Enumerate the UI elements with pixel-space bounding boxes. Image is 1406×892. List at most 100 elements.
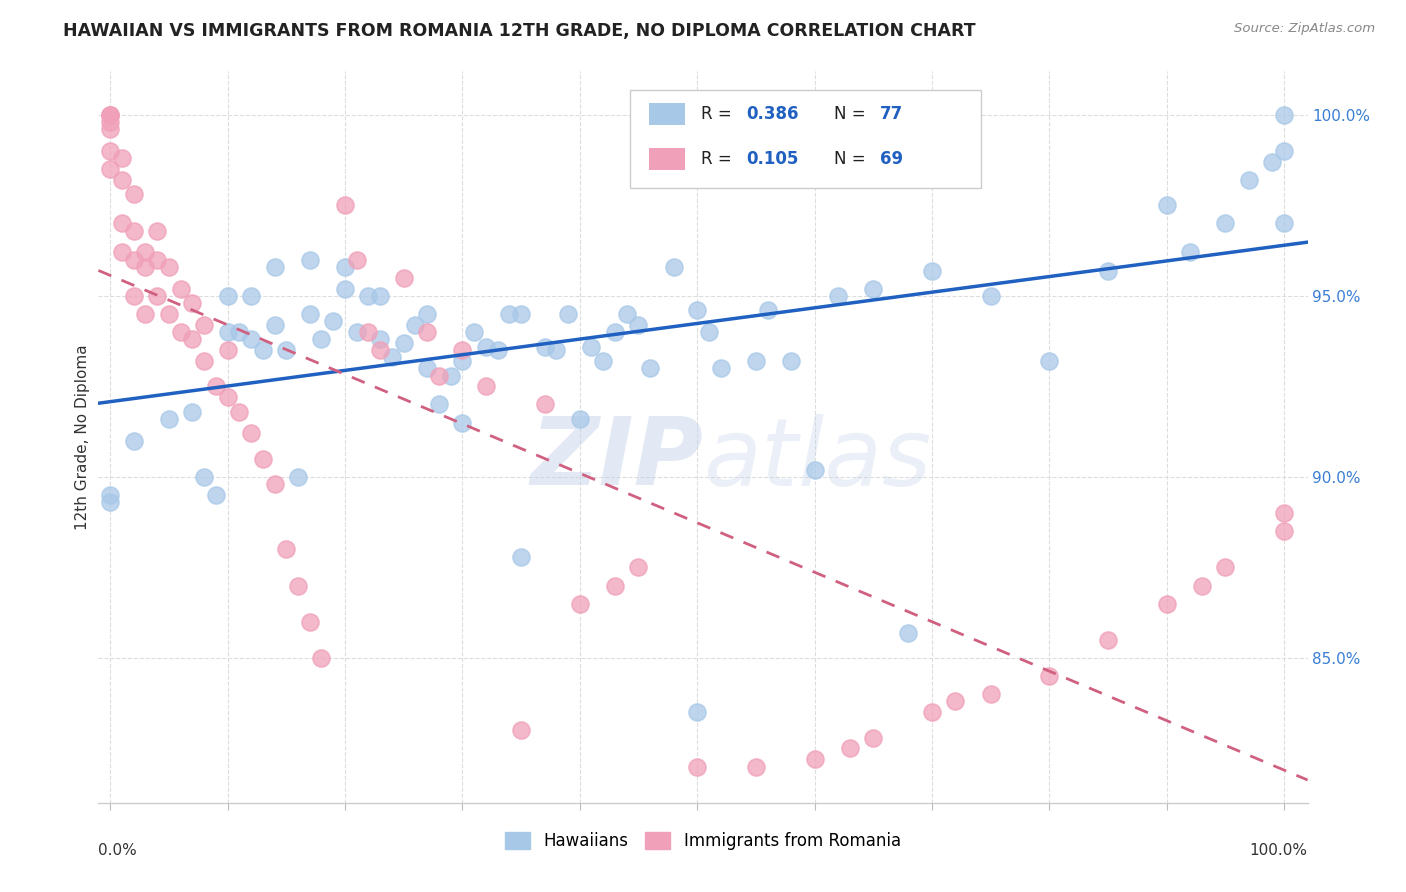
Text: 0.386: 0.386 <box>747 104 799 123</box>
Point <box>745 759 768 773</box>
Text: 0.105: 0.105 <box>747 150 799 168</box>
Point <box>486 343 509 358</box>
Point <box>1272 506 1295 520</box>
Point <box>1097 263 1119 277</box>
Point <box>368 332 391 346</box>
Point <box>921 706 943 720</box>
Point <box>169 282 191 296</box>
Point <box>217 390 239 404</box>
Point <box>510 307 533 321</box>
Text: N =: N = <box>834 150 870 168</box>
Point <box>322 314 344 328</box>
Text: R =: R = <box>700 150 737 168</box>
Text: 69: 69 <box>880 150 903 168</box>
Text: Source: ZipAtlas.com: Source: ZipAtlas.com <box>1234 22 1375 36</box>
Point <box>228 405 250 419</box>
Point <box>193 354 215 368</box>
Point <box>1038 669 1060 683</box>
Point <box>697 325 720 339</box>
Point <box>662 260 685 274</box>
Point <box>181 296 204 310</box>
Point <box>263 477 285 491</box>
Point <box>451 416 474 430</box>
Point <box>111 245 134 260</box>
Text: atlas: atlas <box>703 414 931 505</box>
Y-axis label: 12th Grade, No Diploma: 12th Grade, No Diploma <box>75 344 90 530</box>
Point <box>1156 597 1178 611</box>
FancyBboxPatch shape <box>648 148 685 170</box>
Point <box>1272 108 1295 122</box>
Point <box>263 260 285 274</box>
Text: HAWAIIAN VS IMMIGRANTS FROM ROMANIA 12TH GRADE, NO DIPLOMA CORRELATION CHART: HAWAIIAN VS IMMIGRANTS FROM ROMANIA 12TH… <box>63 22 976 40</box>
Point <box>157 307 180 321</box>
Point <box>1097 632 1119 647</box>
Point <box>1191 578 1213 592</box>
Point <box>710 361 733 376</box>
Point <box>298 252 321 267</box>
Point <box>451 343 474 358</box>
Point <box>98 495 121 509</box>
Point <box>217 343 239 358</box>
Point <box>181 405 204 419</box>
Point <box>146 224 169 238</box>
Point <box>533 340 555 354</box>
Point <box>146 252 169 267</box>
Point <box>756 303 779 318</box>
Point <box>651 154 673 169</box>
Point <box>252 343 274 358</box>
Point <box>686 303 709 318</box>
Point <box>627 560 650 574</box>
Legend: Hawaiians, Immigrants from Romania: Hawaiians, Immigrants from Romania <box>499 825 907 856</box>
Point <box>276 343 298 358</box>
Point <box>98 162 121 177</box>
Point <box>298 615 321 629</box>
Point <box>838 741 860 756</box>
Point <box>134 260 156 274</box>
Point <box>392 270 415 285</box>
Point <box>921 263 943 277</box>
Point <box>451 354 474 368</box>
Point <box>311 651 333 665</box>
Point <box>122 252 145 267</box>
Point <box>568 597 591 611</box>
Point <box>557 307 579 321</box>
Point <box>98 108 121 122</box>
Point <box>333 260 356 274</box>
Point <box>240 426 263 441</box>
Point <box>98 488 121 502</box>
Point <box>510 723 533 738</box>
Point <box>287 470 309 484</box>
Point <box>368 343 391 358</box>
Point <box>439 368 461 383</box>
Point <box>111 151 134 165</box>
Point <box>111 173 134 187</box>
Point <box>427 368 450 383</box>
Point <box>1272 216 1295 230</box>
Point <box>122 434 145 448</box>
Point <box>217 325 239 339</box>
Point <box>827 289 849 303</box>
Text: ZIP: ZIP <box>530 413 703 505</box>
Point <box>1180 245 1202 260</box>
Point <box>980 687 1002 701</box>
Point <box>803 463 825 477</box>
Point <box>686 706 709 720</box>
Text: R =: R = <box>700 104 737 123</box>
Point <box>157 260 180 274</box>
Point <box>1215 560 1237 574</box>
Point <box>510 549 533 564</box>
Point <box>98 108 121 122</box>
Point <box>240 332 263 346</box>
Point <box>193 470 215 484</box>
Point <box>204 379 226 393</box>
Point <box>627 318 650 332</box>
Point <box>803 752 825 766</box>
Point <box>616 307 638 321</box>
Point <box>122 187 145 202</box>
Point <box>287 578 309 592</box>
Point <box>745 354 768 368</box>
Point <box>592 354 614 368</box>
Point <box>638 361 661 376</box>
Point <box>404 318 426 332</box>
Point <box>368 289 391 303</box>
